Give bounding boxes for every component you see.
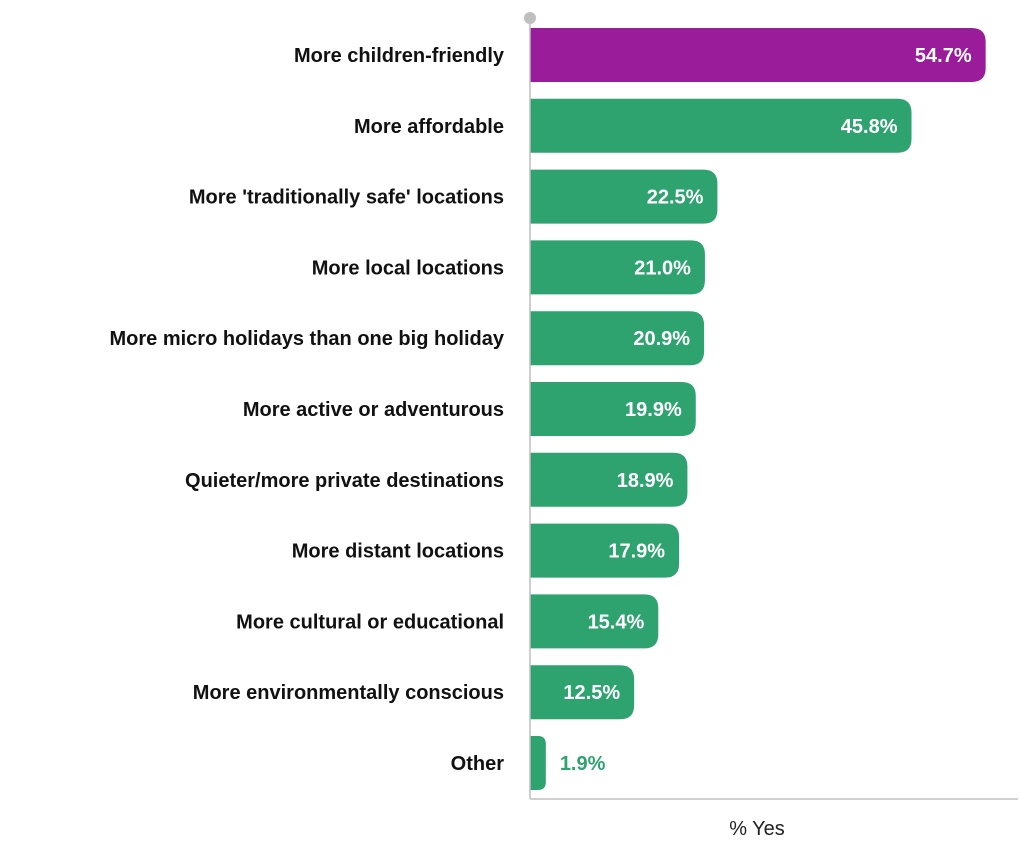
x-axis-title: % Yes bbox=[729, 818, 785, 840]
value-label-0: 54.7% bbox=[915, 45, 972, 67]
bar-0 bbox=[530, 28, 986, 82]
value-label-7: 17.9% bbox=[608, 541, 665, 563]
bar-4 bbox=[530, 311, 705, 366]
value-label-1: 45.8% bbox=[841, 116, 898, 138]
value-label-8: 15.4% bbox=[588, 611, 645, 633]
value-label-4: 20.9% bbox=[633, 328, 690, 350]
bar-3 bbox=[530, 240, 705, 295]
category-label-0: More children-friendly bbox=[294, 45, 505, 67]
category-label-6: Quieter/more private destinations bbox=[185, 470, 504, 492]
bars-layer bbox=[530, 28, 986, 790]
category-label-3: More local locations bbox=[312, 257, 504, 279]
bar-9 bbox=[530, 665, 635, 720]
value-label-5: 19.9% bbox=[625, 399, 682, 421]
bar-2 bbox=[530, 169, 718, 224]
category-label-9: More environmentally conscious bbox=[193, 682, 504, 704]
category-label-10: Other bbox=[451, 753, 505, 775]
value-label-3: 21.0% bbox=[634, 257, 691, 279]
value-label-6: 18.9% bbox=[617, 470, 674, 492]
category-label-4: More micro holidays than one big holiday bbox=[110, 328, 505, 350]
value-label-2: 22.5% bbox=[647, 187, 704, 209]
bar-10 bbox=[530, 736, 546, 790]
y-axis-top-dot bbox=[524, 12, 536, 24]
category-label-5: More active or adventurous bbox=[243, 399, 504, 421]
bar-5 bbox=[530, 382, 696, 436]
axis-layer bbox=[524, 12, 1018, 800]
labels-layer: More children-friendly 54.7% More affordab… bbox=[110, 45, 972, 775]
bar-7 bbox=[530, 523, 680, 578]
value-label-9: 12.5% bbox=[563, 682, 620, 704]
bar-6 bbox=[530, 452, 688, 507]
bar-1 bbox=[530, 98, 912, 153]
category-label-2: More 'traditionally safe' locations bbox=[189, 187, 504, 209]
category-label-1: More affordable bbox=[354, 116, 504, 138]
category-label-7: More distant locations bbox=[292, 541, 504, 563]
bar-8 bbox=[530, 594, 659, 649]
value-label-10: 1.9% bbox=[560, 753, 606, 775]
category-label-8: More cultural or educational bbox=[236, 611, 504, 633]
